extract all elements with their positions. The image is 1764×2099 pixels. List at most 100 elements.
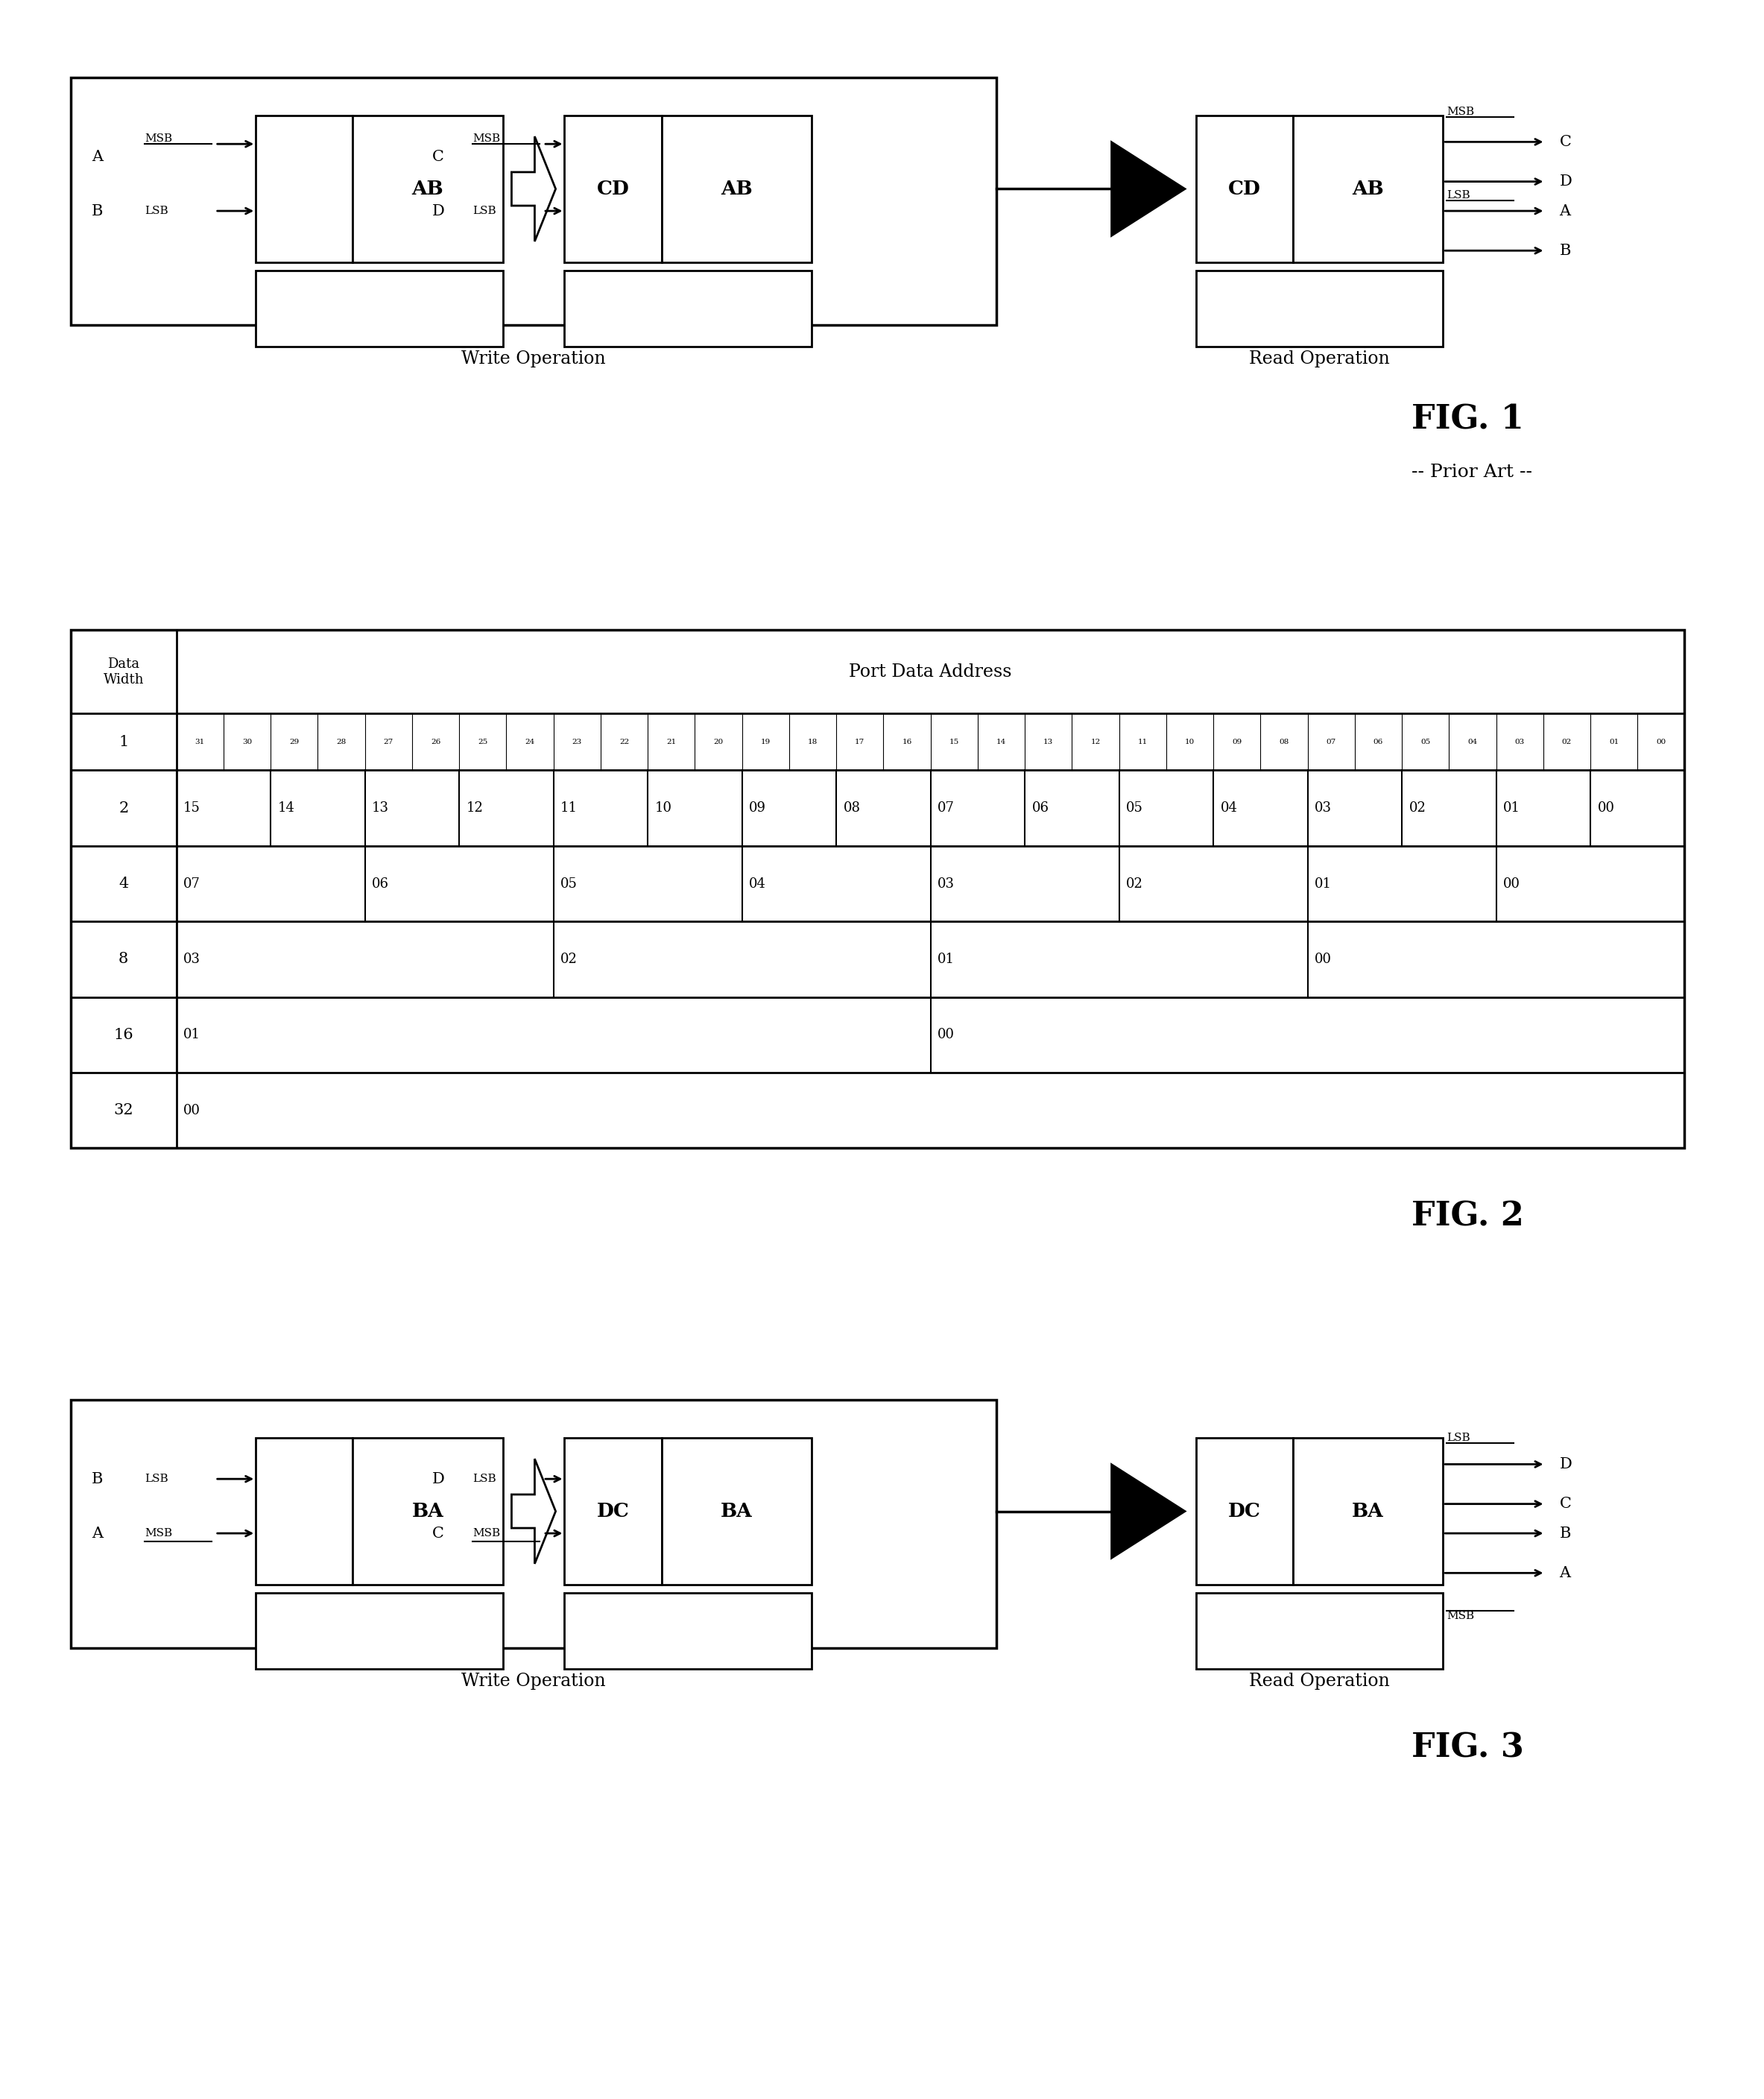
Text: FIG. 3: FIG. 3 xyxy=(1411,1732,1524,1763)
Text: 06: 06 xyxy=(372,877,390,890)
Text: 00: 00 xyxy=(1503,877,1521,890)
Text: A: A xyxy=(1559,1566,1570,1581)
Text: AB: AB xyxy=(1351,181,1385,197)
Text: 01: 01 xyxy=(1609,739,1619,745)
Text: 06: 06 xyxy=(1032,802,1050,814)
Text: Read Operation: Read Operation xyxy=(1249,1673,1390,1690)
Bar xyxy=(256,1438,353,1585)
Text: C: C xyxy=(1559,134,1572,149)
Text: MSB: MSB xyxy=(1446,1610,1475,1620)
Text: 25: 25 xyxy=(478,739,487,745)
Text: 05: 05 xyxy=(1125,802,1143,814)
Bar xyxy=(564,1438,662,1585)
Text: B: B xyxy=(1559,1526,1570,1541)
Text: 03: 03 xyxy=(938,877,954,890)
Text: CD: CD xyxy=(596,181,630,197)
Text: 22: 22 xyxy=(619,739,630,745)
Text: 04: 04 xyxy=(1468,739,1478,745)
Text: BA: BA xyxy=(720,1503,753,1520)
Text: Read Operation: Read Operation xyxy=(1249,351,1390,367)
Text: DC: DC xyxy=(1228,1503,1261,1520)
Text: 10: 10 xyxy=(654,802,672,814)
Text: Write Operation: Write Operation xyxy=(462,1673,605,1690)
Text: AB: AB xyxy=(720,181,753,197)
Text: 26: 26 xyxy=(430,739,441,745)
Text: 00: 00 xyxy=(183,1104,201,1117)
Text: 16: 16 xyxy=(901,739,912,745)
Text: MSB: MSB xyxy=(1446,107,1475,118)
Text: MSB: MSB xyxy=(145,134,173,145)
Bar xyxy=(353,1438,503,1585)
Bar xyxy=(353,115,503,262)
Text: 12: 12 xyxy=(466,802,483,814)
Text: 18: 18 xyxy=(808,739,818,745)
Text: 02: 02 xyxy=(1561,739,1572,745)
Bar xyxy=(256,271,503,346)
Polygon shape xyxy=(1111,1465,1185,1557)
Text: MSB: MSB xyxy=(145,1528,173,1539)
Bar xyxy=(1293,1438,1443,1585)
Text: 12: 12 xyxy=(1090,739,1101,745)
Text: 11: 11 xyxy=(1138,739,1148,745)
Text: LSB: LSB xyxy=(1446,1434,1469,1444)
Text: 00: 00 xyxy=(1598,802,1614,814)
Text: B: B xyxy=(1559,243,1570,258)
Text: 00: 00 xyxy=(1656,739,1665,745)
Text: 15: 15 xyxy=(183,802,201,814)
Text: C: C xyxy=(1559,1497,1572,1511)
Text: 01: 01 xyxy=(938,953,954,966)
Text: 30: 30 xyxy=(242,739,252,745)
Text: 31: 31 xyxy=(196,739,205,745)
Text: C: C xyxy=(432,149,445,164)
Text: 03: 03 xyxy=(183,953,201,966)
Text: MSB: MSB xyxy=(473,1528,501,1539)
Bar xyxy=(1196,115,1293,262)
Text: DC: DC xyxy=(596,1503,630,1520)
Text: 29: 29 xyxy=(289,739,300,745)
Text: 19: 19 xyxy=(760,739,771,745)
Text: 08: 08 xyxy=(843,802,861,814)
Bar xyxy=(256,115,353,262)
Text: AB: AB xyxy=(411,181,445,197)
Text: 05: 05 xyxy=(1420,739,1431,745)
Text: 17: 17 xyxy=(856,739,864,745)
Text: 20: 20 xyxy=(713,739,723,745)
Text: LSB: LSB xyxy=(473,206,496,216)
Bar xyxy=(564,115,662,262)
Text: D: D xyxy=(1559,1457,1572,1471)
Bar xyxy=(1196,271,1443,346)
Bar xyxy=(1293,115,1443,262)
Bar xyxy=(1196,1438,1293,1585)
Text: 16: 16 xyxy=(113,1029,134,1041)
Text: MSB: MSB xyxy=(473,134,501,145)
Text: 21: 21 xyxy=(667,739,676,745)
Bar xyxy=(662,115,811,262)
Text: CD: CD xyxy=(1228,181,1261,197)
Text: 07: 07 xyxy=(1327,739,1335,745)
Text: FIG. 1: FIG. 1 xyxy=(1411,403,1524,437)
Text: 03: 03 xyxy=(1515,739,1524,745)
Text: 32: 32 xyxy=(113,1104,134,1117)
Polygon shape xyxy=(512,1459,556,1564)
Bar xyxy=(71,78,997,325)
Text: Write Operation: Write Operation xyxy=(462,351,605,367)
Text: 07: 07 xyxy=(938,802,954,814)
Text: A: A xyxy=(1559,204,1570,218)
Text: 01: 01 xyxy=(1314,877,1332,890)
Text: BA: BA xyxy=(411,1503,445,1520)
Polygon shape xyxy=(512,136,556,241)
Text: 10: 10 xyxy=(1185,739,1194,745)
Text: 8: 8 xyxy=(118,953,129,966)
Text: BA: BA xyxy=(1351,1503,1385,1520)
Text: Data
Width: Data Width xyxy=(102,657,145,686)
Text: 02: 02 xyxy=(561,953,577,966)
Text: 03: 03 xyxy=(1314,802,1332,814)
Text: 00: 00 xyxy=(1314,953,1332,966)
Text: 09: 09 xyxy=(750,802,766,814)
Text: 01: 01 xyxy=(183,1029,201,1041)
Text: D: D xyxy=(432,1471,445,1486)
Text: 24: 24 xyxy=(526,739,534,745)
Text: 04: 04 xyxy=(750,877,766,890)
Text: 08: 08 xyxy=(1279,739,1289,745)
Text: 06: 06 xyxy=(1374,739,1383,745)
